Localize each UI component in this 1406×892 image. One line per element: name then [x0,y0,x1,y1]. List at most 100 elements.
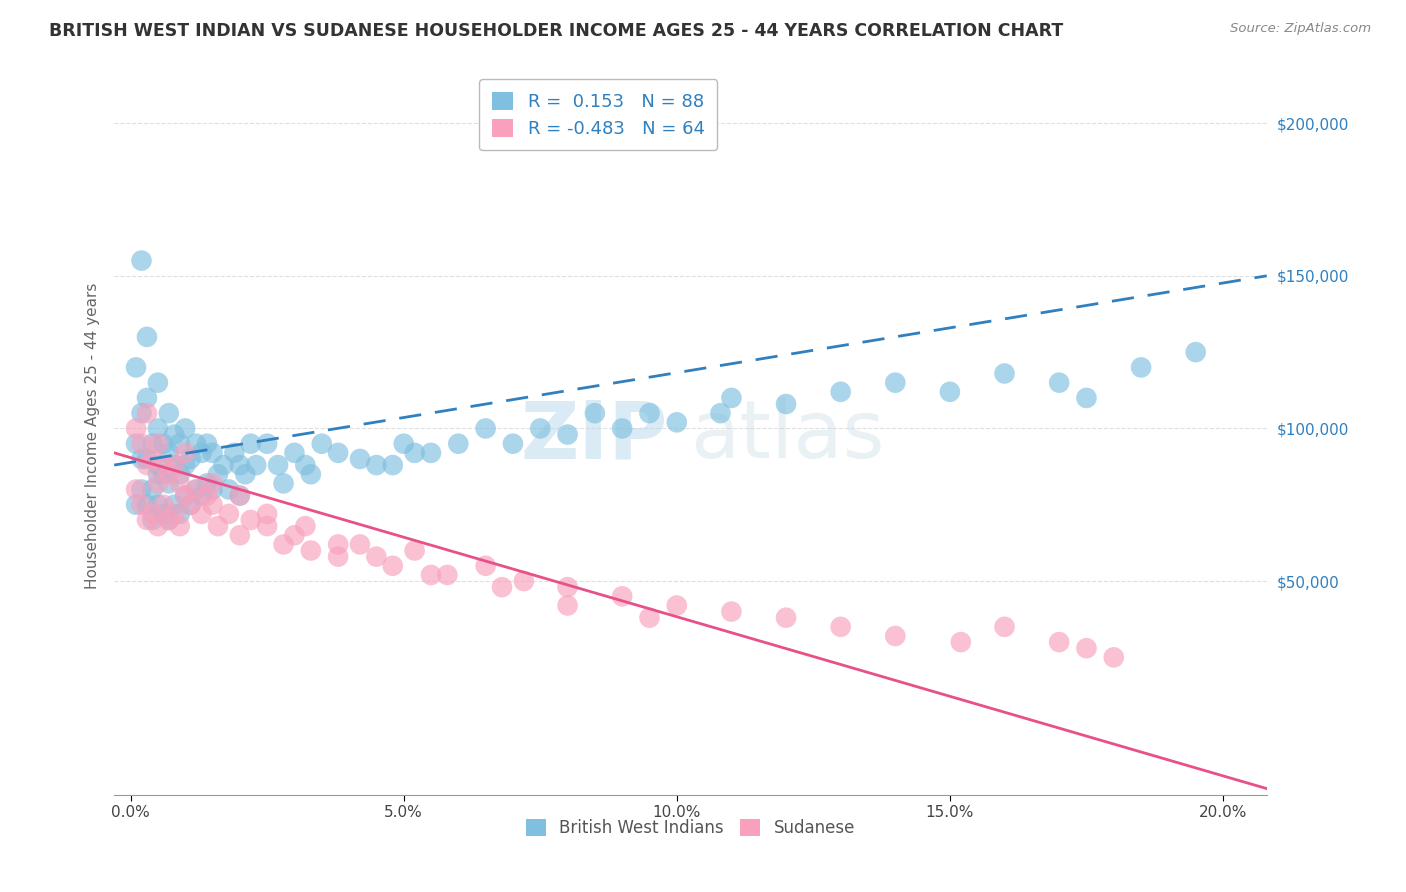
British West Indians [224,446,246,460]
British West Indians [830,384,852,399]
Sudanese [239,513,262,527]
British West Indians [136,330,159,344]
British West Indians [157,513,180,527]
Sudanese [125,483,148,497]
Sudanese [190,507,212,521]
British West Indians [152,436,174,450]
British West Indians [184,483,207,497]
Sudanese [195,489,218,503]
British West Indians [245,458,267,472]
British West Indians [447,436,470,450]
British West Indians [638,406,661,420]
British West Indians [195,436,218,450]
Sudanese [141,507,163,521]
British West Indians [131,452,153,467]
Sudanese [174,489,197,503]
Sudanese [146,476,169,491]
Sudanese [131,436,153,450]
Sudanese [163,507,186,521]
British West Indians [229,458,252,472]
British West Indians [146,467,169,482]
Sudanese [949,635,972,649]
British West Indians [141,483,163,497]
Sudanese [152,498,174,512]
British West Indians [184,436,207,450]
Sudanese [1047,635,1070,649]
British West Indians [146,421,169,435]
British West Indians [612,421,634,435]
British West Indians [169,467,191,482]
British West Indians [146,376,169,390]
British West Indians [381,458,404,472]
British West Indians [190,489,212,503]
British West Indians [229,489,252,503]
Sudanese [273,537,295,551]
British West Indians [366,458,388,472]
British West Indians [267,458,290,472]
Text: Source: ZipAtlas.com: Source: ZipAtlas.com [1230,22,1371,36]
British West Indians [993,367,1015,381]
Sudanese [299,543,322,558]
British West Indians [180,498,202,512]
British West Indians [326,446,349,460]
Text: ZIP: ZIP [520,397,668,475]
Text: atlas: atlas [690,397,884,475]
British West Indians [131,253,153,268]
British West Indians [131,483,153,497]
British West Indians [174,421,197,435]
Sudanese [169,519,191,533]
British West Indians [125,360,148,375]
British West Indians [125,498,148,512]
British West Indians [233,467,256,482]
British West Indians [207,467,229,482]
British West Indians [1184,345,1206,359]
British West Indians [529,421,551,435]
British West Indians [152,507,174,521]
Sudanese [830,620,852,634]
Sudanese [474,558,496,573]
Sudanese [665,599,688,613]
British West Indians [141,436,163,450]
Sudanese [366,549,388,564]
Sudanese [612,590,634,604]
British West Indians [557,427,579,442]
British West Indians [195,476,218,491]
Sudanese [141,452,163,467]
British West Indians [146,458,169,472]
Sudanese [256,507,278,521]
British West Indians [141,513,163,527]
Sudanese [491,580,513,594]
British West Indians [299,467,322,482]
British West Indians [273,476,295,491]
British West Indians [775,397,797,411]
British West Indians [157,406,180,420]
British West Indians [218,483,240,497]
Sudanese [131,498,153,512]
British West Indians [131,406,153,420]
Sudanese [201,498,224,512]
Sudanese [136,458,159,472]
Sudanese [125,421,148,435]
Text: BRITISH WEST INDIAN VS SUDANESE HOUSEHOLDER INCOME AGES 25 - 44 YEARS CORRELATIO: BRITISH WEST INDIAN VS SUDANESE HOUSEHOL… [49,22,1063,40]
Sudanese [157,513,180,527]
Sudanese [283,528,305,542]
Sudanese [720,605,742,619]
Sudanese [326,537,349,551]
Sudanese [256,519,278,533]
British West Indians [163,498,186,512]
British West Indians [349,452,371,467]
Sudanese [207,519,229,533]
Sudanese [404,543,426,558]
Sudanese [1102,650,1125,665]
British West Indians [256,436,278,450]
British West Indians [152,467,174,482]
British West Indians [420,446,443,460]
Sudanese [993,620,1015,634]
Sudanese [638,610,661,624]
Sudanese [201,476,224,491]
Sudanese [775,610,797,624]
British West Indians [311,436,333,450]
British West Indians [174,489,197,503]
British West Indians [169,436,191,450]
British West Indians [404,446,426,460]
